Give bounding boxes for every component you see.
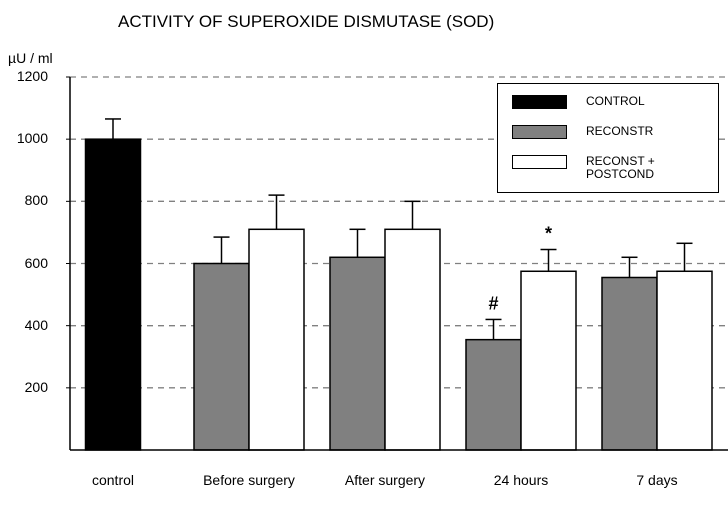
annotation: * xyxy=(545,224,552,244)
legend-item: CONTROL xyxy=(512,94,712,128)
bar xyxy=(193,262,250,451)
legend-label: RECONSTR xyxy=(586,124,654,138)
y-tick-label: 400 xyxy=(24,316,48,333)
annotation: # xyxy=(488,293,498,313)
legend-item: RECONST + POSTCOND xyxy=(512,154,712,188)
y-tick-label: 1200 xyxy=(16,68,48,84)
bar xyxy=(329,256,386,451)
legend-label: RECONST + POSTCOND xyxy=(586,154,655,181)
legend-swatch xyxy=(512,95,567,109)
y-axis-label: µU / ml xyxy=(8,50,53,66)
x-tick-label: 24 hours xyxy=(493,472,549,488)
x-tick-label: Before surgery xyxy=(203,472,295,488)
legend-swatch xyxy=(512,125,567,139)
legend-swatch xyxy=(512,155,567,169)
bar xyxy=(520,270,577,451)
bar xyxy=(84,138,142,451)
y-tick-label: 600 xyxy=(24,254,48,271)
y-tick-label: 200 xyxy=(24,378,48,395)
x-tick-label: 7 days xyxy=(636,472,678,488)
x-tick-label: control xyxy=(91,472,135,488)
bar xyxy=(248,228,305,451)
y-tick-label: 1000 xyxy=(16,130,48,147)
bar xyxy=(601,276,658,451)
legend-label: CONTROL xyxy=(586,94,645,108)
bar xyxy=(656,270,713,451)
x-tick-label: After surgery xyxy=(344,472,426,488)
y-tick-label: 800 xyxy=(24,192,48,209)
legend-item: RECONSTR xyxy=(512,124,712,158)
bar xyxy=(465,338,522,451)
bar xyxy=(384,228,441,451)
chart-title: ACTIVITY OF SUPEROXIDE DISMUTASE (SOD) xyxy=(118,12,495,31)
legend: CONTROL RECONSTR RECONST + POSTCOND xyxy=(497,83,719,193)
